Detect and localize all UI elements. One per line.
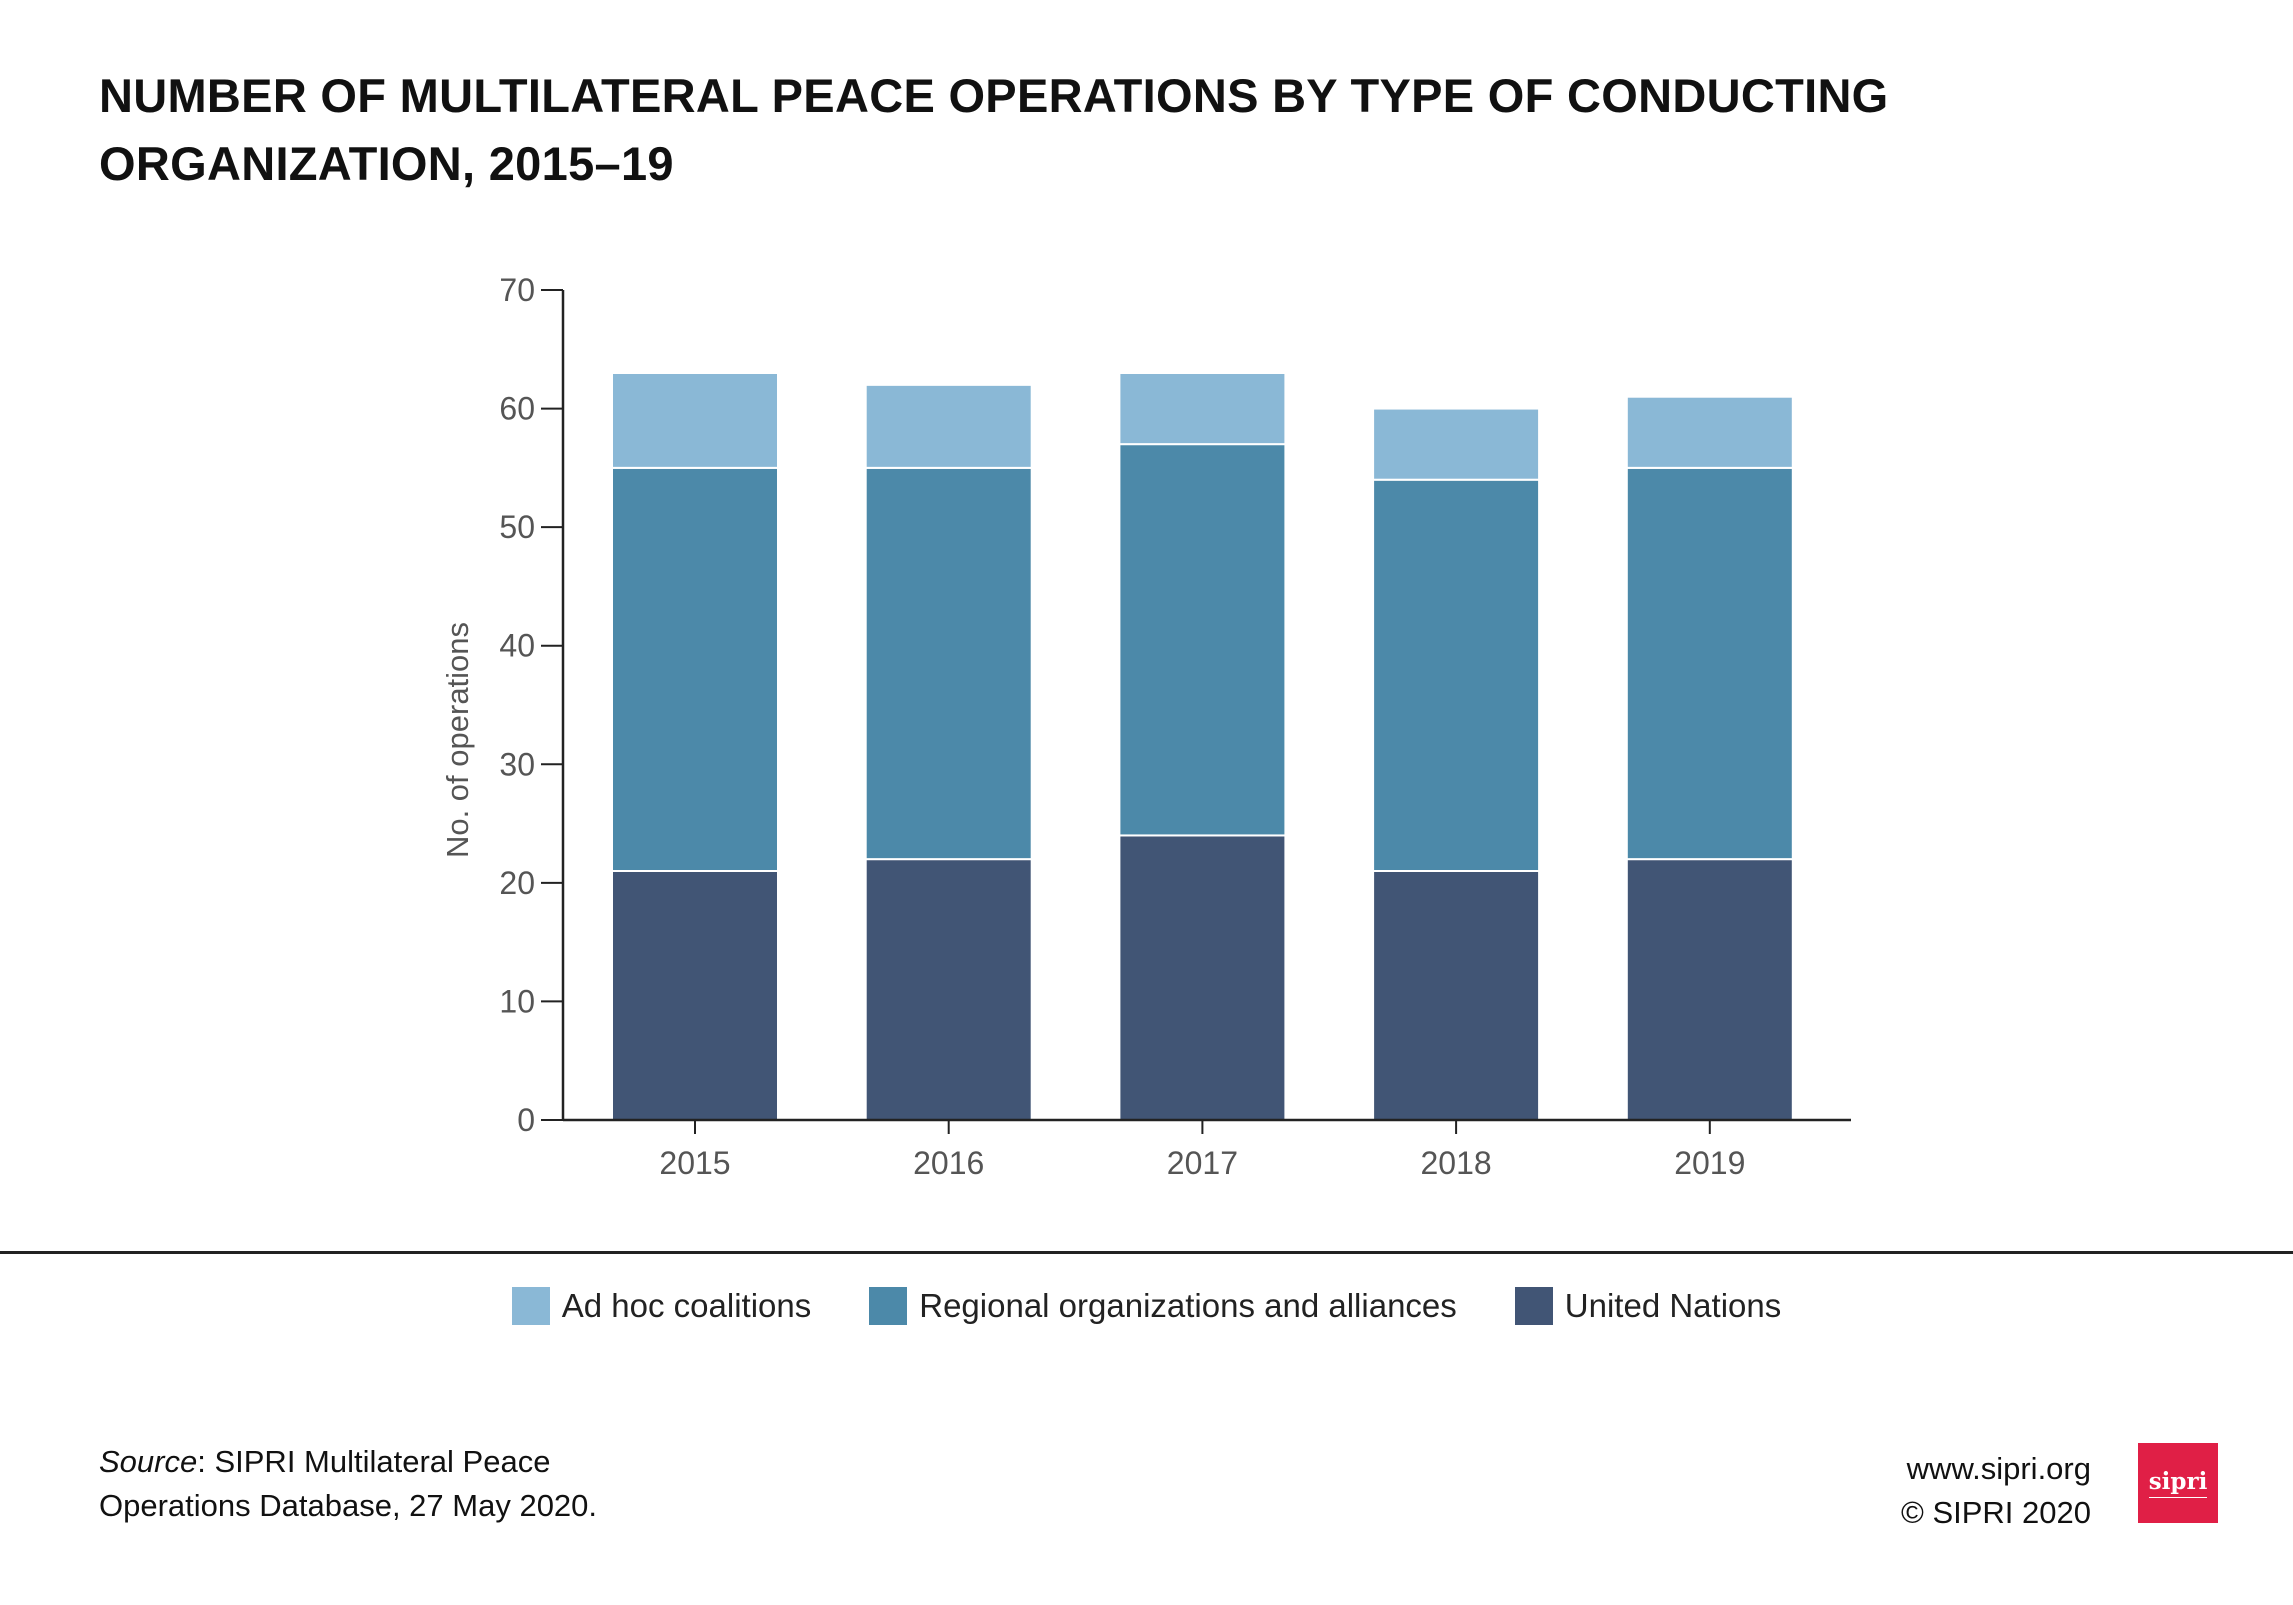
bar-segment-2015-1 [611, 466, 779, 872]
x-tick-label: 2018 [1421, 1145, 1492, 1181]
source-label: Source [99, 1444, 198, 1479]
logo-text: sipri [2148, 1468, 2208, 1498]
y-tick-label: 70 [499, 272, 535, 308]
y-tick-label: 0 [517, 1102, 535, 1138]
x-tick-label: 2019 [1674, 1145, 1745, 1181]
legend: Ad hoc coalitions Regional organizations … [0, 1287, 2293, 1325]
x-tick-label: 2015 [659, 1145, 730, 1181]
bar-segment-2017-1 [1118, 443, 1287, 837]
credits: www.sipri.org © SIPRI 2020 [1901, 1447, 2091, 1535]
bar-segment-2015-0 [611, 870, 779, 1121]
website-link[interactable]: www.sipri.org [1906, 1451, 2091, 1486]
y-tick-label: 40 [499, 628, 535, 664]
y-tick-label: 10 [499, 983, 535, 1019]
y-tick-label: 60 [499, 391, 535, 427]
legend-item: Regional organizations and alliances [869, 1287, 1457, 1325]
bar-segment-2016-2 [864, 383, 1033, 469]
source-note: Source: SIPRI Multilateral Peace Operati… [99, 1440, 699, 1528]
source-text: : SIPRI Multilateral Peace Operations Da… [99, 1444, 598, 1523]
legend-swatch [869, 1287, 908, 1325]
y-tick-label: 20 [499, 865, 535, 901]
bar-segment-2019-2 [1625, 395, 1794, 469]
bar-segment-2017-2 [1118, 372, 1287, 446]
legend-swatch [1514, 1287, 1553, 1325]
divider [0, 1251, 2293, 1254]
legend-item: Ad hoc coalitions [511, 1287, 812, 1325]
copyright: © SIPRI 2020 [1901, 1495, 2091, 1530]
legend-label: Regional organizations and alliances [919, 1287, 1457, 1324]
legend-item: United Nations [1514, 1287, 1782, 1325]
chart-title: NUMBER OF MULTILATERAL PEACE OPERATIONS … [99, 69, 1889, 190]
legend-label: United Nations [1564, 1287, 1782, 1324]
bar-segment-2015-2 [611, 372, 779, 469]
bar-segment-2018-0 [1372, 870, 1541, 1121]
bar-segment-2017-0 [1118, 834, 1287, 1122]
bar-segment-2018-2 [1372, 407, 1541, 481]
bar-segment-2016-0 [864, 858, 1033, 1122]
legend-swatch [511, 1287, 550, 1325]
y-axis-label: No. of operations [440, 622, 475, 858]
x-tick-label: 2017 [1167, 1145, 1238, 1181]
bar-segment-2019-0 [1625, 858, 1794, 1122]
y-tick-label: 30 [499, 746, 535, 782]
chart-plot: 2015 2016 2017 2018 2019 0 10 20 30 40 50 60 70 No. o… [440, 272, 1851, 1181]
x-tick-label: 2016 [913, 1145, 984, 1181]
y-tick-label: 50 [499, 509, 535, 545]
bar-segment-2016-1 [864, 466, 1033, 861]
sipri-logo: sipri [2138, 1443, 2218, 1523]
bar-segment-2019-1 [1625, 466, 1794, 861]
legend-label: Ad hoc coalitions [561, 1287, 812, 1324]
bar-segment-2018-1 [1372, 478, 1541, 872]
